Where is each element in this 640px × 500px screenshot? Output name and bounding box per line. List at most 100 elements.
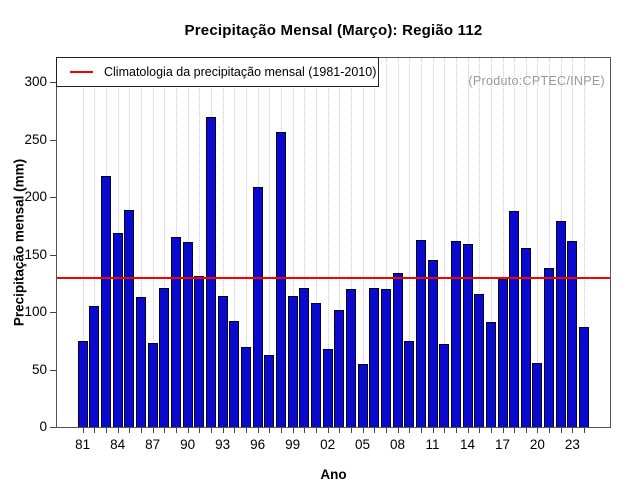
- year-gridline: [385, 58, 387, 427]
- bar-2006: [369, 287, 380, 427]
- bar-2020: [532, 362, 543, 427]
- x-tick: [514, 428, 516, 433]
- y-tick: [50, 139, 56, 141]
- bar-2003: [334, 309, 345, 427]
- x-tick: [152, 428, 154, 433]
- bar-2010: [415, 239, 426, 427]
- x-tick: [94, 428, 96, 433]
- x-tick-label: 96: [250, 437, 266, 452]
- x-tick: [537, 428, 539, 433]
- bar-2019: [520, 247, 531, 427]
- chart-title: Precipitação Mensal (Março): Região 112: [184, 22, 483, 39]
- x-tick: [584, 428, 586, 433]
- x-tick: [455, 428, 457, 433]
- bar-1996: [252, 186, 263, 427]
- bar-2021: [544, 268, 555, 427]
- x-tick: [362, 428, 364, 433]
- x-tick: [350, 428, 352, 433]
- bar-2024: [579, 327, 590, 427]
- legend-label: Climatologia da precipitação mensal (198…: [104, 65, 377, 79]
- x-tick: [420, 428, 422, 433]
- legend: Climatologia da precipitação mensal (198…: [56, 57, 379, 87]
- x-tick: [141, 428, 142, 433]
- year-gridline: [525, 58, 527, 427]
- x-tick-label: 17: [494, 437, 511, 452]
- bar-2013: [450, 240, 461, 427]
- year-gridline: [141, 58, 142, 427]
- x-tick-label: 87: [145, 437, 161, 452]
- x-tick: [82, 428, 84, 433]
- bar-1984: [112, 232, 123, 427]
- x-tick-label: 99: [285, 437, 301, 452]
- bar-1995: [240, 346, 251, 427]
- year-gridline: [245, 58, 247, 427]
- year-gridline: [362, 58, 364, 427]
- legend-line-swatch: [70, 71, 93, 73]
- x-tick-label: 84: [110, 437, 126, 452]
- year-gridline: [502, 58, 504, 427]
- year-gridline: [315, 58, 317, 427]
- x-tick: [572, 428, 574, 433]
- x-tick: [222, 428, 224, 433]
- bar-1994: [229, 321, 240, 427]
- bar-2015: [474, 293, 485, 427]
- x-axis-label: Ano: [320, 467, 347, 482]
- x-tick: [374, 428, 376, 433]
- year-gridline: [444, 58, 446, 427]
- bar-1999: [287, 295, 298, 427]
- bar-1983: [101, 176, 111, 427]
- bar-1991: [194, 276, 205, 427]
- year-gridline: [409, 58, 411, 427]
- bar-1998: [275, 131, 286, 427]
- y-tick: [50, 312, 56, 313]
- bar-1985: [124, 209, 135, 427]
- x-tick: [339, 428, 341, 433]
- year-gridline: [94, 58, 96, 427]
- bar-1992: [206, 116, 216, 427]
- bar-2007: [380, 289, 391, 427]
- bar-2023: [567, 240, 578, 427]
- x-tick-label: 90: [180, 437, 196, 452]
- year-gridline: [479, 58, 481, 427]
- bar-2005: [357, 363, 368, 427]
- bar-2016: [485, 322, 496, 427]
- year-gridline: [549, 58, 551, 427]
- x-tick: [432, 428, 434, 433]
- bar-1990: [182, 241, 193, 427]
- bar-2012: [439, 344, 450, 427]
- climatology-line: [57, 276, 610, 279]
- bar-1989: [171, 237, 181, 427]
- year-gridline: [222, 58, 224, 427]
- bar-1981: [77, 340, 88, 427]
- year-gridline: [327, 58, 329, 427]
- x-tick: [187, 428, 189, 433]
- x-tick-label: 11: [425, 437, 440, 452]
- source-annotation: (Produto:CPTEC/INPE): [468, 74, 605, 88]
- x-tick: [397, 428, 399, 433]
- year-gridline: [432, 58, 434, 427]
- y-tick-label: 150: [24, 246, 47, 262]
- x-tick-label: 20: [529, 437, 545, 452]
- bar-1986: [136, 297, 146, 427]
- x-tick: [117, 428, 119, 433]
- x-tick: [211, 428, 212, 433]
- x-tick: [129, 428, 131, 433]
- x-tick-label: 05: [354, 437, 371, 452]
- x-tick: [409, 428, 411, 433]
- year-gridline: [304, 58, 306, 427]
- x-tick: [304, 428, 306, 433]
- year-gridline: [82, 58, 84, 427]
- y-tick: [50, 197, 56, 198]
- year-gridline: [397, 58, 399, 427]
- year-gridline: [584, 58, 586, 427]
- bar-2014: [462, 244, 473, 427]
- x-tick: [234, 428, 236, 433]
- x-tick-label: 08: [389, 437, 406, 452]
- x-tick: [327, 428, 329, 433]
- x-tick: [479, 428, 481, 433]
- bar-1997: [264, 354, 275, 427]
- y-tick: [50, 254, 56, 256]
- bar-1982: [89, 306, 100, 427]
- bar-2022: [555, 221, 566, 427]
